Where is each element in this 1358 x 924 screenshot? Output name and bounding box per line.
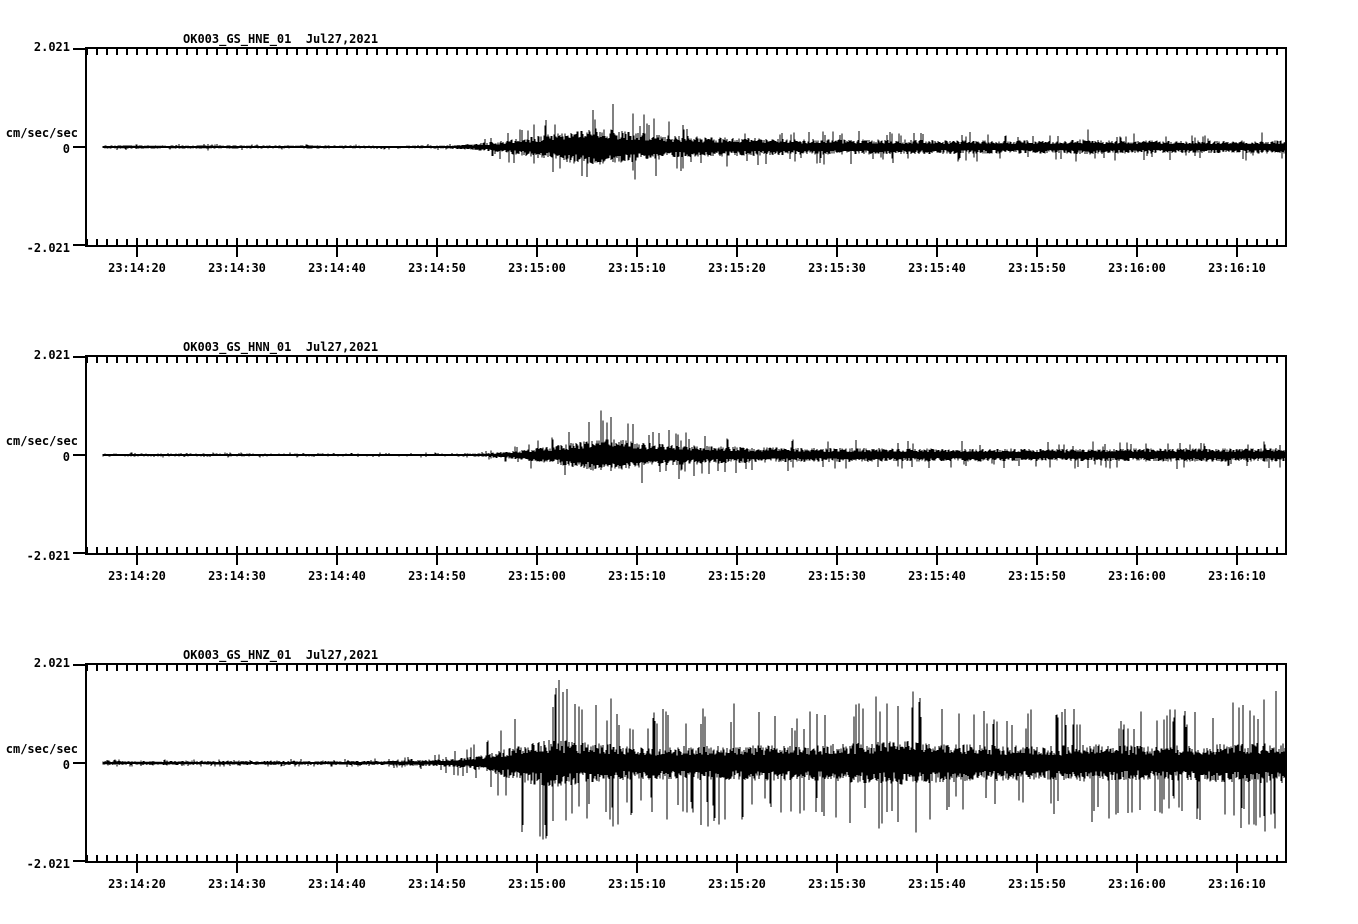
x-axis-tick-label: 23:15:30 [808, 877, 866, 891]
x-axis-tick-label: 23:15:50 [1008, 877, 1066, 891]
axis-ticks [73, 356, 1278, 565]
x-axis-tick-label: 23:15:50 [1008, 261, 1066, 275]
x-axis-tick-label: 23:15:00 [508, 877, 566, 891]
waveform-plot [73, 663, 1287, 873]
y-axis-max-label: 2.021 [33, 348, 70, 362]
y-axis-unit-label: cm/sec/sec [5, 126, 78, 140]
x-axis-tick-label: 23:15:00 [508, 261, 566, 275]
x-axis-tick-label: 23:14:50 [408, 261, 466, 275]
x-axis-tick-label: 23:14:30 [208, 877, 266, 891]
x-axis-tick-label: 23:16:10 [1208, 569, 1266, 583]
x-axis-tick-label: 23:14:40 [308, 877, 366, 891]
y-axis-zero-label: 0 [62, 450, 70, 464]
x-axis-tick-label: 23:15:40 [908, 569, 966, 583]
x-axis-tick-label: 23:14:50 [408, 877, 466, 891]
panel-title: OK003_GS_HNE_01 Jul27,2021 [183, 32, 379, 46]
y-axis-unit-label: cm/sec/sec [5, 434, 78, 448]
seismogram-panel-hne: OK003_GS_HNE_01 Jul27,2021 2.021 cm/sec/… [0, 32, 1358, 275]
x-axis-tick-label: 23:15:40 [908, 261, 966, 275]
x-axis-tick-label: 23:16:00 [1108, 261, 1166, 275]
panel-title: OK003_GS_HNZ_01 Jul27,2021 [183, 648, 379, 662]
seismogram-panel-hnz: OK003_GS_HNZ_01 Jul27,2021 2.021 cm/sec/… [0, 648, 1358, 891]
seismogram-panel-hnn: OK003_GS_HNN_01 Jul27,2021 2.021 cm/sec/… [0, 340, 1358, 583]
x-axis-tick-label: 23:16:10 [1208, 261, 1266, 275]
waveform-plot [73, 47, 1287, 257]
y-axis-zero-label: 0 [62, 758, 70, 772]
y-axis-max-label: 2.021 [33, 656, 70, 670]
x-axis-tick-label: 23:15:30 [808, 569, 866, 583]
x-axis-tick-label: 23:15:50 [1008, 569, 1066, 583]
y-axis-min-label: -2.021 [26, 241, 70, 255]
x-axis-tick-label: 23:14:50 [408, 569, 466, 583]
x-axis-tick-label: 23:16:10 [1208, 877, 1266, 891]
x-axis-tick-label: 23:15:10 [608, 569, 666, 583]
y-axis-max-label: 2.021 [33, 40, 70, 54]
x-axis-tick-label: 23:15:40 [908, 877, 966, 891]
x-axis-tick-label: 23:14:20 [108, 569, 166, 583]
x-axis-tick-label: 23:16:00 [1108, 569, 1166, 583]
x-axis-tick-label: 23:14:30 [208, 569, 266, 583]
axis-ticks [73, 48, 1278, 257]
x-axis-tick-label: 23:16:00 [1108, 877, 1166, 891]
waveform-trace [102, 410, 1286, 483]
panel-title: OK003_GS_HNN_01 Jul27,2021 [183, 340, 379, 354]
x-axis-tick-label: 23:15:10 [608, 877, 666, 891]
x-axis-tick-label: 23:15:20 [708, 569, 766, 583]
axis-ticks [73, 664, 1278, 873]
x-axis-tick-label: 23:14:20 [108, 877, 166, 891]
y-axis-min-label: -2.021 [26, 549, 70, 563]
x-axis-tick-label: 23:15:30 [808, 261, 866, 275]
waveform-plot [73, 355, 1287, 565]
y-axis-unit-label: cm/sec/sec [5, 742, 78, 756]
waveform-trace [102, 104, 1286, 180]
x-axis-tick-label: 23:15:20 [708, 877, 766, 891]
y-axis-min-label: -2.021 [26, 857, 70, 871]
x-axis-tick-label: 23:15:20 [708, 261, 766, 275]
x-axis-tick-label: 23:15:10 [608, 261, 666, 275]
x-axis-tick-label: 23:14:30 [208, 261, 266, 275]
x-axis-tick-label: 23:14:40 [308, 261, 366, 275]
x-axis-tick-label: 23:14:40 [308, 569, 366, 583]
x-axis-tick-label: 23:15:00 [508, 569, 566, 583]
waveform-trace [102, 679, 1286, 840]
y-axis-zero-label: 0 [62, 142, 70, 156]
x-axis-tick-label: 23:14:20 [108, 261, 166, 275]
